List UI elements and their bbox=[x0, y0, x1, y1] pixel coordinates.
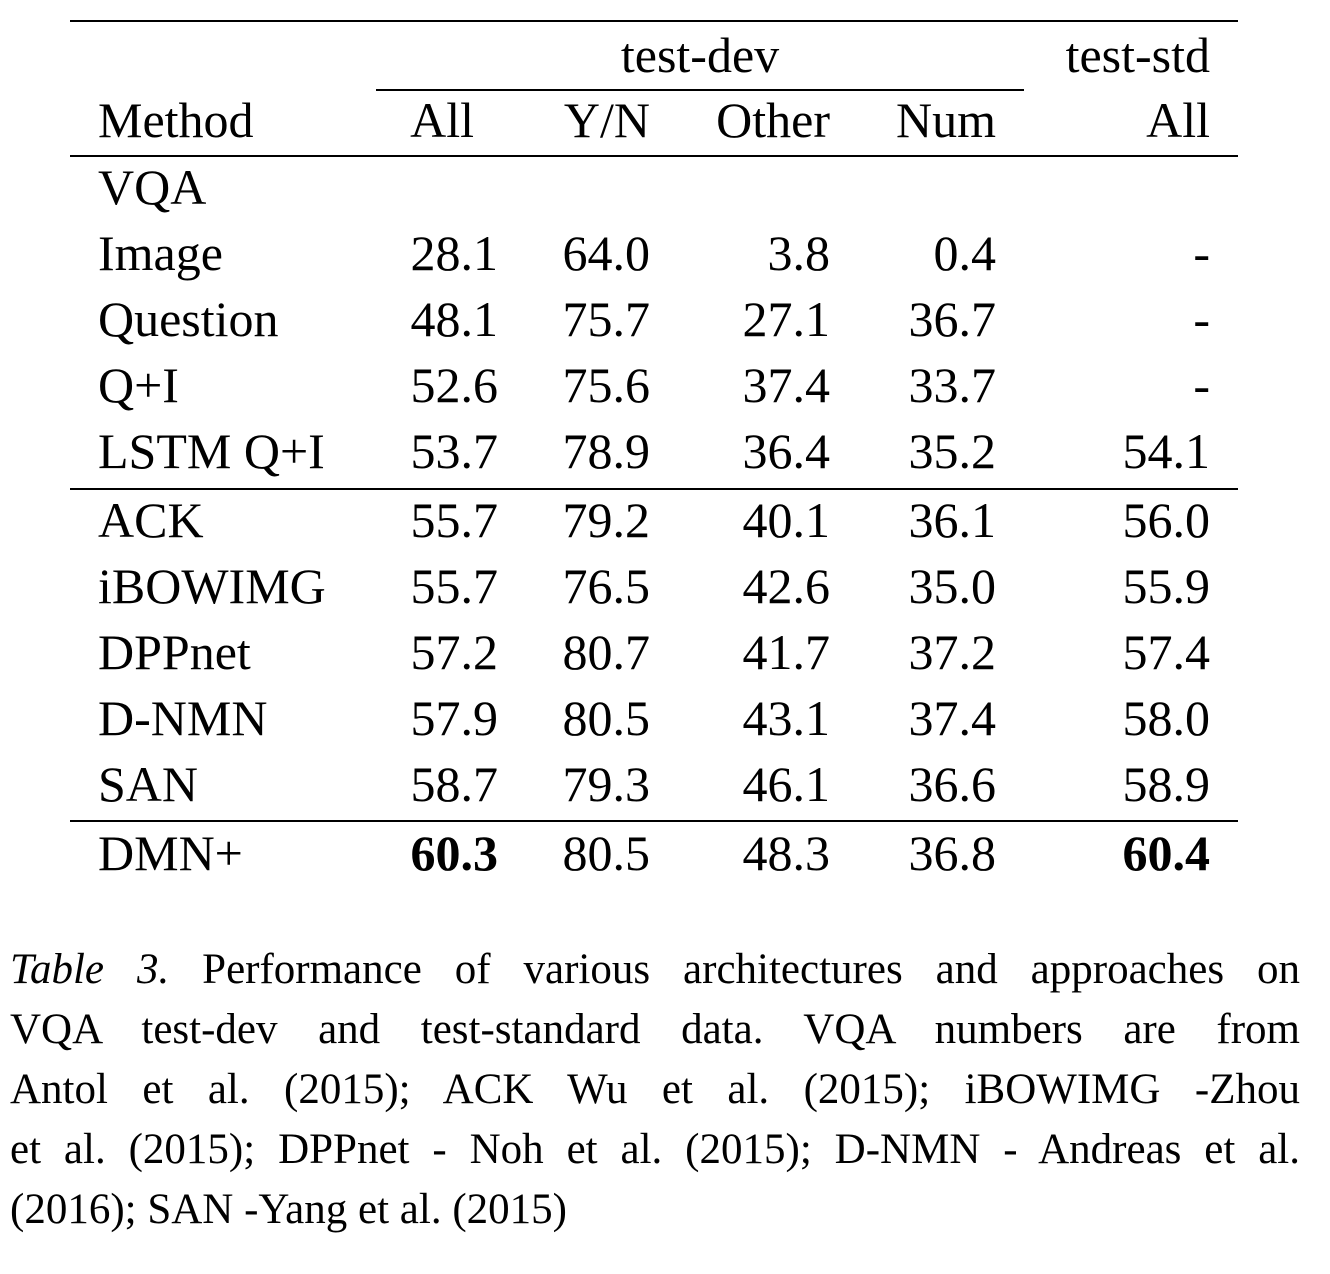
column-header-other: Other bbox=[716, 92, 830, 148]
cell-yn: 64.0 bbox=[562, 225, 651, 281]
column-header-method: Method bbox=[98, 92, 254, 148]
cell-yn: 78.9 bbox=[562, 423, 651, 479]
cell-yn: 80.5 bbox=[562, 825, 651, 881]
cell-dev-all: 53.7 bbox=[410, 423, 499, 479]
cell-dev-all: 28.1 bbox=[410, 225, 499, 281]
cell-yn: 80.7 bbox=[562, 624, 651, 680]
cell-dev-all: 48.1 bbox=[410, 291, 499, 347]
cell-std-all: - bbox=[1193, 225, 1210, 281]
cell-num: 37.2 bbox=[908, 624, 997, 680]
cell-num: 0.4 bbox=[933, 225, 997, 281]
section-label-vqa: VQA bbox=[98, 159, 207, 215]
caption-line-2: VQA test-dev and test-standard data. VQA… bbox=[10, 1006, 1300, 1053]
cell-std-all: 54.1 bbox=[1122, 423, 1211, 479]
cell-dev-all: 58.7 bbox=[410, 756, 499, 812]
cell-other: 46.1 bbox=[742, 756, 831, 812]
caption-line-5: (2016); SAN -Yang et al. (2015) bbox=[10, 1186, 567, 1233]
cell-other: 42.6 bbox=[742, 558, 831, 614]
cell-num: 33.7 bbox=[908, 357, 997, 413]
cell-other: 48.3 bbox=[742, 825, 831, 881]
cell-method: SAN bbox=[98, 756, 199, 812]
cell-yn: 75.7 bbox=[562, 291, 651, 347]
cell-std-all: - bbox=[1193, 357, 1210, 413]
caption-text-1: Performance of various architectures and… bbox=[169, 946, 1301, 993]
results-table: test-dev test-std Method All Y/N Other N… bbox=[70, 20, 1238, 881]
cell-yn: 79.3 bbox=[562, 756, 651, 812]
column-header-yn: Y/N bbox=[563, 92, 650, 148]
top-rule bbox=[70, 20, 1238, 22]
dmn-separator-rule bbox=[70, 820, 1238, 822]
cell-std-all: 58.9 bbox=[1122, 756, 1211, 812]
cell-method: D-NMN bbox=[98, 690, 268, 746]
cell-method: iBOWIMG bbox=[98, 558, 326, 614]
cell-method: Image bbox=[98, 225, 223, 281]
cell-num: 37.4 bbox=[908, 690, 997, 746]
cell-other: 36.4 bbox=[742, 423, 831, 479]
cell-other: 40.1 bbox=[742, 492, 831, 548]
header-rule bbox=[70, 155, 1238, 157]
table-caption: Table 3. Performance of various architec… bbox=[10, 940, 1300, 1240]
cell-dev-all: 55.7 bbox=[410, 492, 499, 548]
cell-yn: 79.2 bbox=[562, 492, 651, 548]
cell-std-all: 60.4 bbox=[1122, 825, 1211, 881]
baseline-separator-rule bbox=[70, 488, 1238, 490]
cell-yn: 80.5 bbox=[562, 690, 651, 746]
cell-num: 36.7 bbox=[908, 291, 997, 347]
group-header-test-dev: test-dev bbox=[620, 27, 780, 83]
cell-other: 27.1 bbox=[742, 291, 831, 347]
cell-std-all: 55.9 bbox=[1122, 558, 1211, 614]
cell-other: 37.4 bbox=[742, 357, 831, 413]
cell-method: DPPnet bbox=[98, 624, 251, 680]
cell-dev-all: 57.9 bbox=[410, 690, 499, 746]
cell-num: 36.1 bbox=[908, 492, 997, 548]
cell-method: ACK bbox=[98, 492, 204, 548]
column-header-dev-all: All bbox=[410, 92, 474, 148]
column-header-num: Num bbox=[896, 92, 996, 148]
cell-yn: 75.6 bbox=[562, 357, 651, 413]
cell-other: 41.7 bbox=[742, 624, 831, 680]
caption-line-1: Table 3. Performance of various architec… bbox=[10, 940, 1300, 1000]
cell-num: 35.0 bbox=[908, 558, 997, 614]
group-header-test-std: test-std bbox=[1065, 27, 1210, 83]
caption-label: Table 3. bbox=[10, 946, 170, 993]
cell-other: 43.1 bbox=[742, 690, 831, 746]
cell-std-all: 56.0 bbox=[1122, 492, 1211, 548]
cell-num: 35.2 bbox=[908, 423, 997, 479]
cell-other: 3.8 bbox=[767, 225, 831, 281]
cell-std-all: - bbox=[1193, 291, 1210, 347]
caption-line-4: et al. (2015); DPPnet - Noh et al. (2015… bbox=[10, 1126, 1300, 1173]
caption-line-3: Antol et al. (2015); ACK Wu et al. (2015… bbox=[10, 1066, 1300, 1113]
column-header-std-all: All bbox=[1146, 92, 1210, 148]
cell-yn: 76.5 bbox=[562, 558, 651, 614]
cell-dev-all: 57.2 bbox=[410, 624, 499, 680]
cell-method: LSTM Q+I bbox=[98, 423, 325, 479]
cell-num: 36.8 bbox=[908, 825, 997, 881]
cell-method: Question bbox=[98, 291, 279, 347]
cell-method: Q+I bbox=[98, 357, 179, 413]
cell-std-all: 58.0 bbox=[1122, 690, 1211, 746]
cell-num: 36.6 bbox=[908, 756, 997, 812]
cell-dev-all: 52.6 bbox=[410, 357, 499, 413]
cell-method: DMN+ bbox=[98, 825, 243, 881]
cell-dev-all: 55.7 bbox=[410, 558, 499, 614]
cell-std-all: 57.4 bbox=[1122, 624, 1211, 680]
cell-dev-all: 60.3 bbox=[410, 825, 499, 881]
test-dev-underline bbox=[376, 89, 1024, 91]
